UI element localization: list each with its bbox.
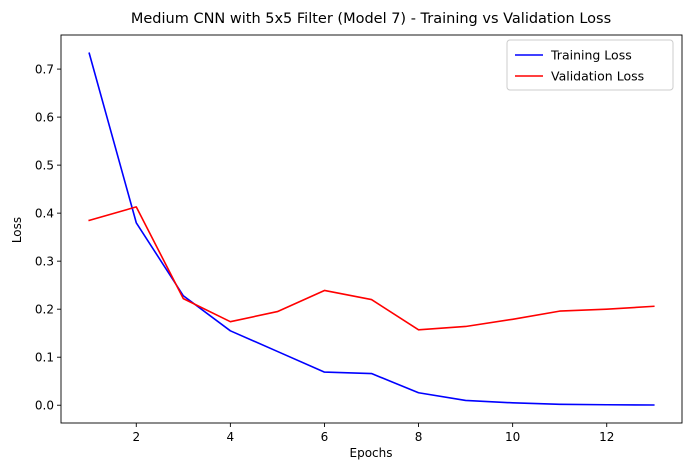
y-axis-label: Loss bbox=[10, 217, 24, 243]
series-line-0 bbox=[88, 52, 655, 406]
y-tick-label-7: 0.7 bbox=[35, 62, 54, 76]
x-tick-label-6: 6 bbox=[321, 430, 329, 444]
plot-frame bbox=[60, 34, 683, 424]
x-tick-label-4: 4 bbox=[227, 430, 235, 444]
y-tick-label-4: 0.4 bbox=[35, 206, 54, 220]
x-axis-label: Epochs bbox=[350, 446, 393, 460]
chart-title: Medium CNN with 5x5 Filter (Model 7) - T… bbox=[131, 11, 611, 27]
x-tick-label-2: 2 bbox=[132, 430, 140, 444]
x-tick-label-12: 12 bbox=[599, 430, 614, 444]
y-tick-label-1: 0.1 bbox=[35, 351, 54, 365]
y-tick-label-6: 0.6 bbox=[35, 110, 54, 124]
legend-label-1: Validation Loss bbox=[551, 69, 644, 84]
y-tick-label-3: 0.3 bbox=[35, 254, 54, 268]
plot-area: 2 4 6 8 10 12 0.0 0.1 0.2 0.3 0.4 0.5 0.6 0.7 Training… bbox=[35, 34, 683, 444]
x-tick-label-8: 8 bbox=[415, 430, 423, 444]
legend-label-0: Training Loss bbox=[550, 48, 632, 63]
series-line-1 bbox=[88, 206, 655, 331]
y-tick-label-2: 0.2 bbox=[35, 302, 54, 316]
legend-box bbox=[506, 39, 674, 91]
x-tick-label-10: 10 bbox=[505, 430, 520, 444]
y-tick-label-5: 0.5 bbox=[35, 158, 54, 172]
y-tick-label-0: 0.0 bbox=[35, 399, 54, 413]
